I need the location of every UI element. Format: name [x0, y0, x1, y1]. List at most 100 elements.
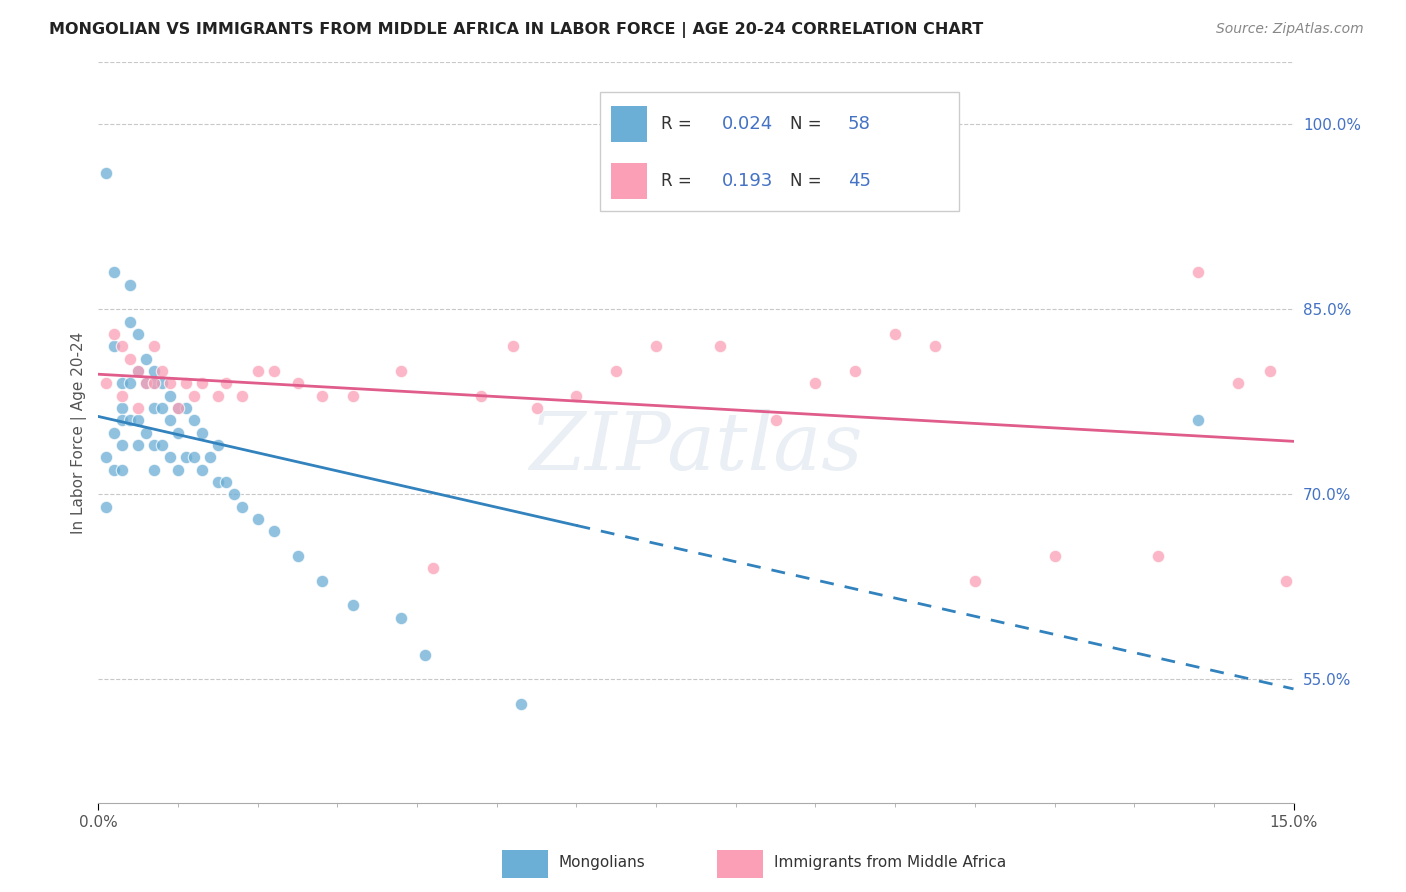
- Point: [127, 364, 149, 378]
- Text: Mongolians: Mongolians: [558, 855, 645, 871]
- Point: [215, 475, 238, 489]
- Point: [159, 376, 181, 391]
- Point: [804, 376, 827, 391]
- Point: [174, 376, 197, 391]
- Point: [143, 463, 166, 477]
- Point: [174, 450, 197, 465]
- Point: [1187, 265, 1209, 279]
- Text: Immigrants from Middle Africa: Immigrants from Middle Africa: [773, 855, 1005, 871]
- Point: [167, 463, 190, 477]
- Point: [135, 425, 157, 440]
- Point: [159, 389, 181, 403]
- Point: [470, 389, 492, 403]
- Bar: [502, 850, 548, 879]
- Point: [150, 401, 173, 415]
- Point: [174, 401, 197, 415]
- Point: [844, 364, 866, 378]
- Point: [96, 500, 118, 514]
- Point: [645, 339, 668, 353]
- Point: [135, 376, 157, 391]
- Text: ZIPatlas: ZIPatlas: [529, 409, 863, 486]
- Point: [263, 524, 285, 539]
- Point: [1258, 364, 1281, 378]
- Point: [1274, 574, 1296, 588]
- Point: [709, 339, 731, 353]
- Point: [143, 376, 166, 391]
- Point: [191, 463, 214, 477]
- Point: [159, 450, 181, 465]
- Point: [127, 438, 149, 452]
- Point: [143, 339, 166, 353]
- Point: [111, 438, 134, 452]
- Point: [246, 512, 269, 526]
- Point: [111, 376, 134, 391]
- Point: [111, 339, 134, 353]
- Point: [120, 376, 142, 391]
- Point: [183, 389, 205, 403]
- Point: [96, 376, 118, 391]
- Point: [311, 574, 333, 588]
- Point: [135, 376, 157, 391]
- Point: [1187, 413, 1209, 427]
- Point: [287, 549, 309, 563]
- Point: [120, 277, 142, 292]
- Point: [207, 389, 229, 403]
- Point: [135, 351, 157, 366]
- Point: [389, 611, 412, 625]
- Point: [183, 413, 205, 427]
- Point: [127, 413, 149, 427]
- Point: [103, 463, 125, 477]
- Point: [1043, 549, 1066, 563]
- Point: [167, 401, 190, 415]
- Point: [509, 697, 531, 711]
- Point: [207, 438, 229, 452]
- Point: [246, 364, 269, 378]
- Point: [183, 450, 205, 465]
- Point: [103, 339, 125, 353]
- Point: [127, 364, 149, 378]
- Point: [111, 463, 134, 477]
- Point: [191, 425, 214, 440]
- Point: [127, 326, 149, 341]
- Point: [150, 376, 173, 391]
- Point: [103, 265, 125, 279]
- Point: [526, 401, 548, 415]
- Point: [884, 326, 907, 341]
- Point: [765, 413, 787, 427]
- Point: [413, 648, 436, 662]
- Text: Source: ZipAtlas.com: Source: ZipAtlas.com: [1216, 22, 1364, 37]
- Point: [167, 401, 190, 415]
- Point: [167, 425, 190, 440]
- Point: [111, 401, 134, 415]
- Point: [159, 413, 181, 427]
- Point: [143, 364, 166, 378]
- Point: [150, 364, 173, 378]
- Point: [422, 561, 444, 575]
- Text: MONGOLIAN VS IMMIGRANTS FROM MIDDLE AFRICA IN LABOR FORCE | AGE 20-24 CORRELATIO: MONGOLIAN VS IMMIGRANTS FROM MIDDLE AFRI…: [49, 22, 983, 38]
- Point: [103, 425, 125, 440]
- Point: [127, 401, 149, 415]
- Point: [111, 413, 134, 427]
- Point: [198, 450, 221, 465]
- Point: [96, 167, 118, 181]
- Point: [120, 351, 142, 366]
- Point: [263, 364, 285, 378]
- Point: [150, 438, 173, 452]
- Point: [1226, 376, 1249, 391]
- Y-axis label: In Labor Force | Age 20-24: In Labor Force | Age 20-24: [72, 332, 87, 533]
- Point: [120, 413, 142, 427]
- Point: [96, 450, 118, 465]
- Point: [143, 376, 166, 391]
- Point: [231, 500, 253, 514]
- Point: [231, 389, 253, 403]
- Point: [963, 574, 986, 588]
- Point: [924, 339, 946, 353]
- Point: [605, 364, 627, 378]
- Point: [207, 475, 229, 489]
- Point: [103, 326, 125, 341]
- Point: [215, 376, 238, 391]
- Point: [287, 376, 309, 391]
- Point: [311, 389, 333, 403]
- Point: [143, 438, 166, 452]
- Point: [1147, 549, 1170, 563]
